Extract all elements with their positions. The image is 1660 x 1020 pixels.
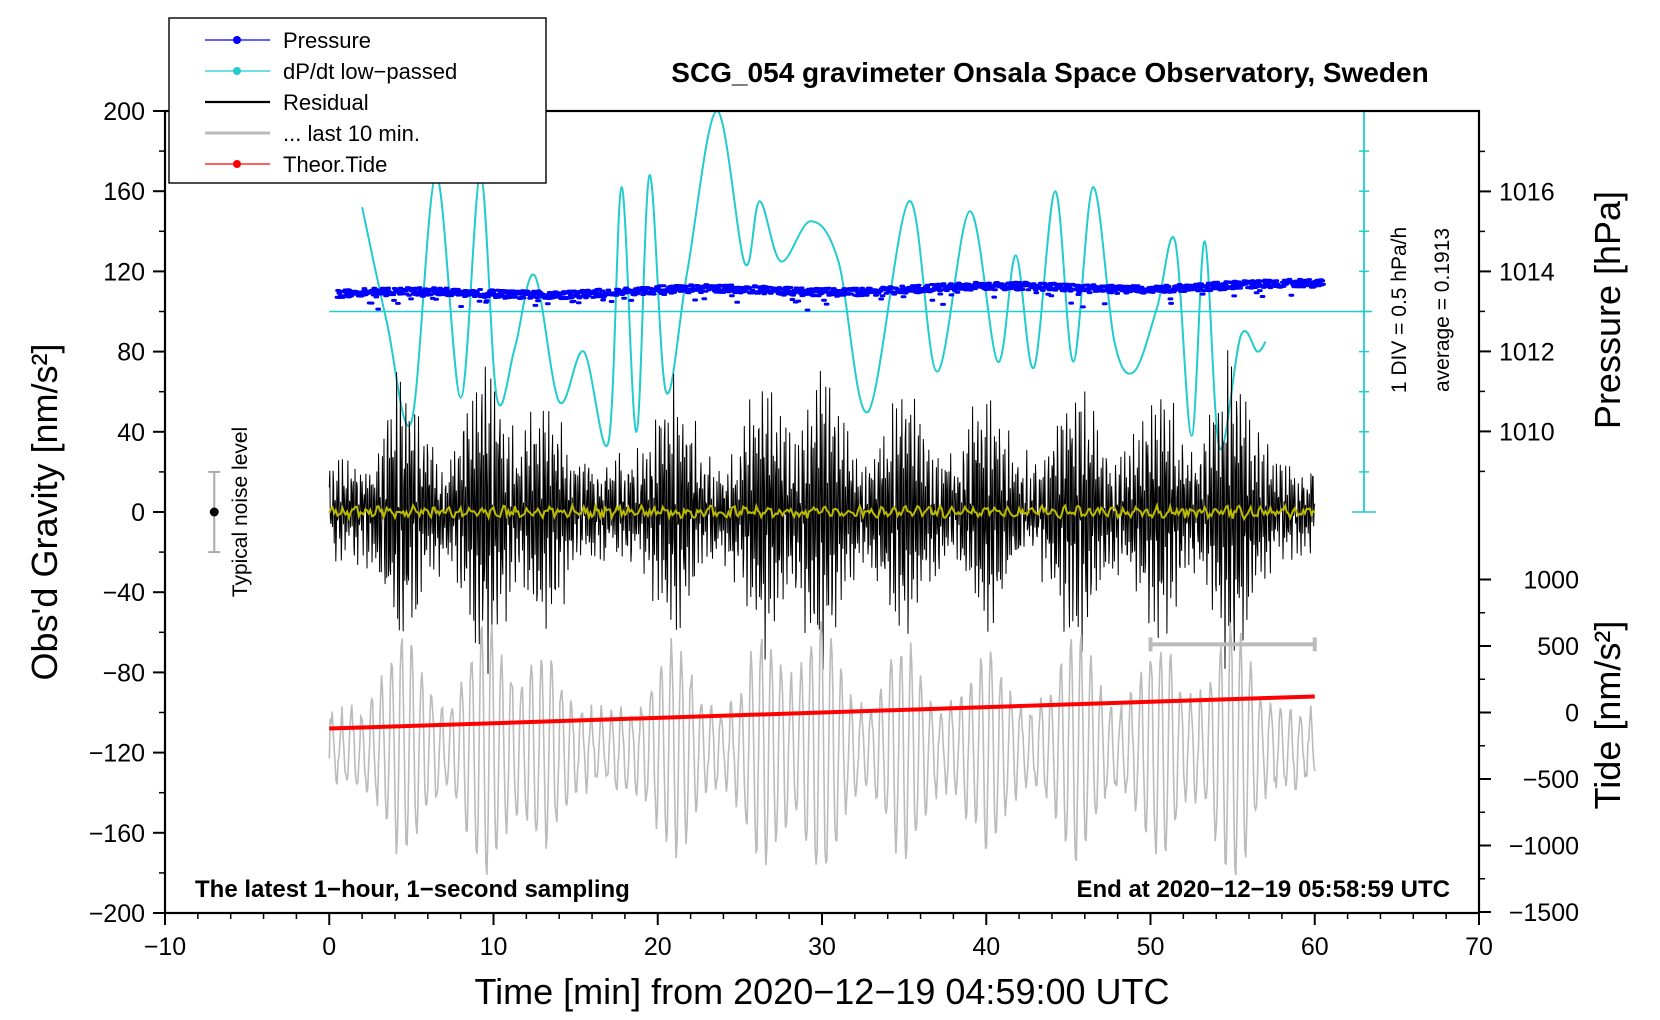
- x-tick-label: 20: [644, 933, 672, 961]
- y-tick-label: −80: [103, 659, 145, 687]
- pressure-tick-label: 1016: [1499, 178, 1555, 206]
- y-tick-label: 120: [103, 258, 145, 286]
- axes: −10 0 10 20 30 40 50 60 70 200 160 120 80 40 0 −40 −80 −1…: [89, 98, 1579, 961]
- legend-box: [168, 17, 547, 184]
- tide-tick-label: −500: [1523, 766, 1579, 794]
- x-tick-label: 0: [322, 933, 336, 961]
- residual-smoothed-line: [328, 502, 1316, 522]
- y-tick-label: 200: [103, 98, 145, 126]
- y-axis-title-tide: Tide [nm/s²]: [1587, 621, 1628, 810]
- last-10-min-line: [328, 621, 1316, 876]
- y-tick-label: −40: [103, 579, 145, 607]
- last-10-min-series: [328, 621, 1317, 876]
- x-tick-label: 70: [1465, 933, 1493, 961]
- scale-div-label: 1 DIV = 0.5 hPa/h: [1388, 227, 1411, 393]
- pressure-tick-label: 1012: [1499, 338, 1555, 366]
- scale-average-label: average = 0.1913: [1431, 228, 1454, 392]
- y-tick-label: −120: [89, 740, 145, 768]
- x-tick-label: 60: [1301, 933, 1329, 961]
- y-axis-title-pressure: Pressure [hPa]: [1587, 191, 1628, 429]
- x-tick-label: 50: [1137, 933, 1165, 961]
- y-tick-label: 40: [117, 419, 145, 447]
- y-tick-label: −200: [89, 900, 145, 928]
- pressure-tick-label: 1014: [1499, 258, 1555, 286]
- legend-label: ... last 10 min.: [283, 121, 420, 146]
- y-axis-title-left: Obs'd Gravity [nm/s²]: [24, 344, 65, 681]
- pressure-series: [334, 277, 1326, 312]
- y-tick-label: 160: [103, 178, 145, 206]
- legend-marker: [233, 160, 241, 168]
- tide-series: [329, 694, 1315, 731]
- legend-marker: [233, 67, 241, 75]
- chart-title: SCG_054 gravimeter Onsala Space Observat…: [671, 57, 1428, 88]
- x-tick-label: −10: [144, 933, 186, 961]
- tide-tick-label: −1000: [1509, 833, 1579, 861]
- tide-tick-label: −1500: [1509, 899, 1579, 927]
- y-tick-label: −160: [89, 820, 145, 848]
- x-tick-label: 30: [808, 933, 836, 961]
- legend-label: Pressure: [283, 28, 371, 53]
- legend: Pressure dP/dt low−passed Residual ... last…: [168, 17, 547, 184]
- tide-tick-label: 0: [1565, 700, 1579, 728]
- y-tick-label: 80: [117, 339, 145, 367]
- residual-series: [328, 350, 1316, 674]
- legend-marker: [233, 36, 241, 44]
- noise-point: [209, 507, 219, 517]
- end-time-note: End at 2020−12−19 05:58:59 UTC: [1076, 876, 1450, 903]
- x-tick-label: 10: [480, 933, 508, 961]
- overlays: [208, 470, 221, 554]
- y-tick-label: 0: [131, 499, 145, 527]
- tide-tick-label: 500: [1537, 633, 1579, 661]
- pressure-tick-label: 1010: [1499, 418, 1555, 446]
- legend-label: Residual: [283, 90, 369, 115]
- tide-tick-label: 1000: [1523, 567, 1579, 595]
- legend-label: dP/dt low−passed: [283, 59, 457, 84]
- x-tick-label: 40: [972, 933, 1000, 961]
- dpdt-line: [361, 109, 1267, 451]
- legend-label: Theor.Tide: [283, 152, 387, 177]
- x-axis-title: Time [min] from 2020−12−19 04:59:00 UTC: [474, 971, 1169, 1012]
- pressure-points: [334, 277, 1326, 312]
- noise-level-label: Typical noise level: [229, 427, 252, 597]
- residual-line: [328, 350, 1316, 674]
- sampling-note: The latest 1−hour, 1−second sampling: [195, 876, 630, 903]
- tide-line: [329, 694, 1315, 731]
